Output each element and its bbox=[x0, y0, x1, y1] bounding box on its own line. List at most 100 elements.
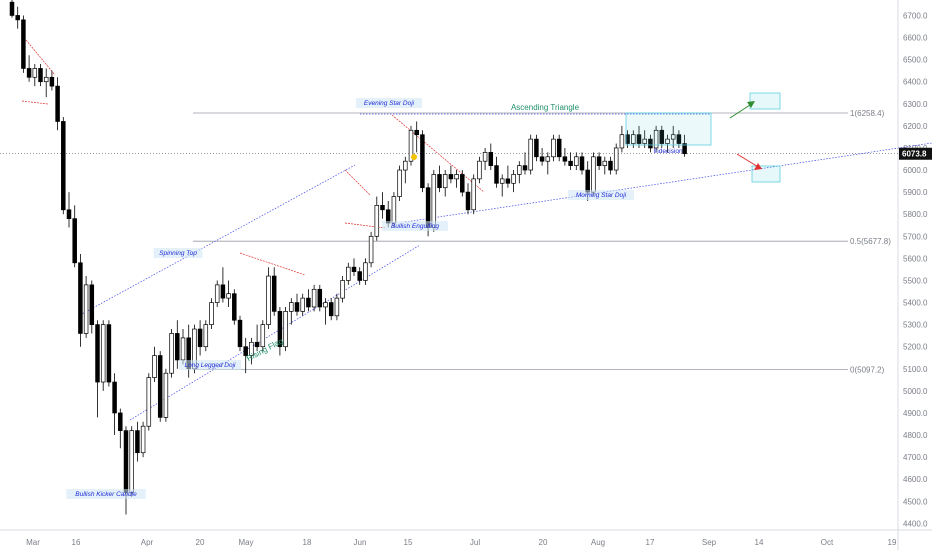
candle-down[interactable] bbox=[106, 324, 112, 383]
candle-down[interactable] bbox=[15, 15, 20, 21]
candle-down[interactable] bbox=[420, 134, 425, 189]
candle-up[interactable] bbox=[346, 266, 351, 281]
candle-down[interactable] bbox=[277, 311, 283, 348]
candle-up[interactable] bbox=[129, 430, 134, 493]
candle-up[interactable] bbox=[374, 205, 380, 237]
candle-up[interactable] bbox=[403, 160, 408, 171]
candle-down[interactable] bbox=[682, 143, 687, 155]
candle-down[interactable] bbox=[380, 205, 385, 211]
candle-down[interactable] bbox=[49, 76, 55, 87]
candle-down[interactable] bbox=[659, 129, 665, 144]
candle-down[interactable] bbox=[494, 165, 499, 184]
candle-down[interactable] bbox=[460, 174, 465, 193]
candle-up[interactable] bbox=[619, 134, 625, 149]
candle-down[interactable] bbox=[55, 85, 60, 122]
candle-up[interactable] bbox=[249, 341, 254, 356]
candle-down[interactable] bbox=[562, 156, 568, 162]
candle-down[interactable] bbox=[505, 178, 511, 184]
candle-down[interactable] bbox=[9, 1, 15, 16]
candle-down[interactable] bbox=[317, 288, 323, 308]
candle-up[interactable] bbox=[482, 152, 488, 162]
candle-up[interactable] bbox=[83, 284, 89, 334]
candle-up[interactable] bbox=[670, 134, 676, 140]
candle-up[interactable] bbox=[32, 68, 38, 78]
candle-down[interactable] bbox=[197, 328, 203, 348]
candle-down[interactable] bbox=[26, 68, 32, 78]
candle-down[interactable] bbox=[271, 275, 277, 312]
candle-up[interactable] bbox=[334, 297, 340, 317]
candle-up[interactable] bbox=[100, 324, 106, 383]
candle-down[interactable] bbox=[579, 156, 585, 171]
candle-up[interactable] bbox=[169, 333, 174, 374]
candle-up[interactable] bbox=[203, 324, 209, 348]
candle-up[interactable] bbox=[454, 174, 459, 180]
candle-up[interactable] bbox=[283, 311, 288, 348]
candle-down[interactable] bbox=[596, 156, 602, 166]
candle-down[interactable] bbox=[585, 169, 590, 193]
candle-down[interactable] bbox=[243, 346, 248, 356]
candle-up[interactable] bbox=[613, 147, 619, 171]
candle-up[interactable] bbox=[289, 302, 294, 312]
candle-down[interactable] bbox=[294, 302, 300, 312]
candle-down[interactable] bbox=[220, 284, 226, 299]
candle-up[interactable] bbox=[43, 76, 49, 83]
candle-up[interactable] bbox=[209, 302, 214, 325]
candle-up[interactable] bbox=[140, 425, 146, 454]
candle-up[interactable] bbox=[471, 178, 476, 211]
candle-up[interactable] bbox=[511, 174, 516, 184]
candle-up[interactable] bbox=[528, 138, 533, 171]
candle-up[interactable] bbox=[397, 169, 402, 197]
candle-down[interactable] bbox=[78, 262, 83, 334]
candle-up[interactable] bbox=[653, 129, 659, 149]
candle-up[interactable] bbox=[665, 138, 670, 144]
candle-up[interactable] bbox=[368, 235, 374, 264]
candle-down[interactable] bbox=[175, 333, 180, 361]
candle-up[interactable] bbox=[477, 160, 482, 180]
candle-down[interactable] bbox=[676, 134, 682, 144]
candle-down[interactable] bbox=[72, 218, 77, 264]
candle-down[interactable] bbox=[414, 129, 419, 136]
candle-up[interactable] bbox=[214, 284, 220, 303]
candle-up[interactable] bbox=[266, 275, 271, 325]
candle-down[interactable] bbox=[437, 174, 442, 189]
candle-down[interactable] bbox=[465, 191, 471, 211]
candle-down[interactable] bbox=[539, 156, 545, 162]
candle-up[interactable] bbox=[442, 174, 448, 189]
candle-down[interactable] bbox=[328, 302, 334, 317]
candle-up[interactable] bbox=[517, 165, 522, 175]
candle-up[interactable] bbox=[391, 196, 397, 224]
candle-up[interactable] bbox=[146, 377, 152, 427]
candle-down[interactable] bbox=[38, 68, 43, 83]
candle-up[interactable] bbox=[152, 355, 157, 378]
candle-down[interactable] bbox=[112, 381, 117, 414]
candle-down[interactable] bbox=[157, 355, 163, 418]
candle-down[interactable] bbox=[232, 293, 237, 321]
candle-down[interactable] bbox=[21, 19, 26, 69]
candle-down[interactable] bbox=[66, 209, 72, 219]
candle-down[interactable] bbox=[61, 121, 66, 211]
candle-up[interactable] bbox=[602, 160, 608, 166]
candle-up[interactable] bbox=[591, 156, 596, 193]
candle-up[interactable] bbox=[642, 138, 647, 144]
candle-up[interactable] bbox=[340, 280, 345, 299]
candle-up[interactable] bbox=[499, 178, 505, 184]
candle-up[interactable] bbox=[180, 337, 186, 361]
candle-down[interactable] bbox=[636, 134, 642, 144]
candle-up[interactable] bbox=[631, 134, 636, 144]
candle-up[interactable] bbox=[226, 293, 231, 299]
candle-up[interactable] bbox=[408, 129, 414, 162]
candle-down[interactable] bbox=[448, 174, 454, 180]
candle-down[interactable] bbox=[608, 160, 613, 171]
candle-down[interactable] bbox=[522, 165, 528, 171]
candle-down[interactable] bbox=[351, 266, 357, 272]
candle-up[interactable] bbox=[574, 156, 579, 166]
candle-up[interactable] bbox=[363, 262, 368, 281]
candle-up[interactable] bbox=[551, 138, 556, 158]
candle-down[interactable] bbox=[237, 319, 243, 348]
candle-up[interactable] bbox=[323, 302, 328, 308]
candle-down[interactable] bbox=[568, 160, 573, 166]
candle-up[interactable] bbox=[545, 156, 551, 162]
candle-down[interactable] bbox=[95, 324, 100, 383]
candle-down[interactable] bbox=[648, 138, 653, 149]
